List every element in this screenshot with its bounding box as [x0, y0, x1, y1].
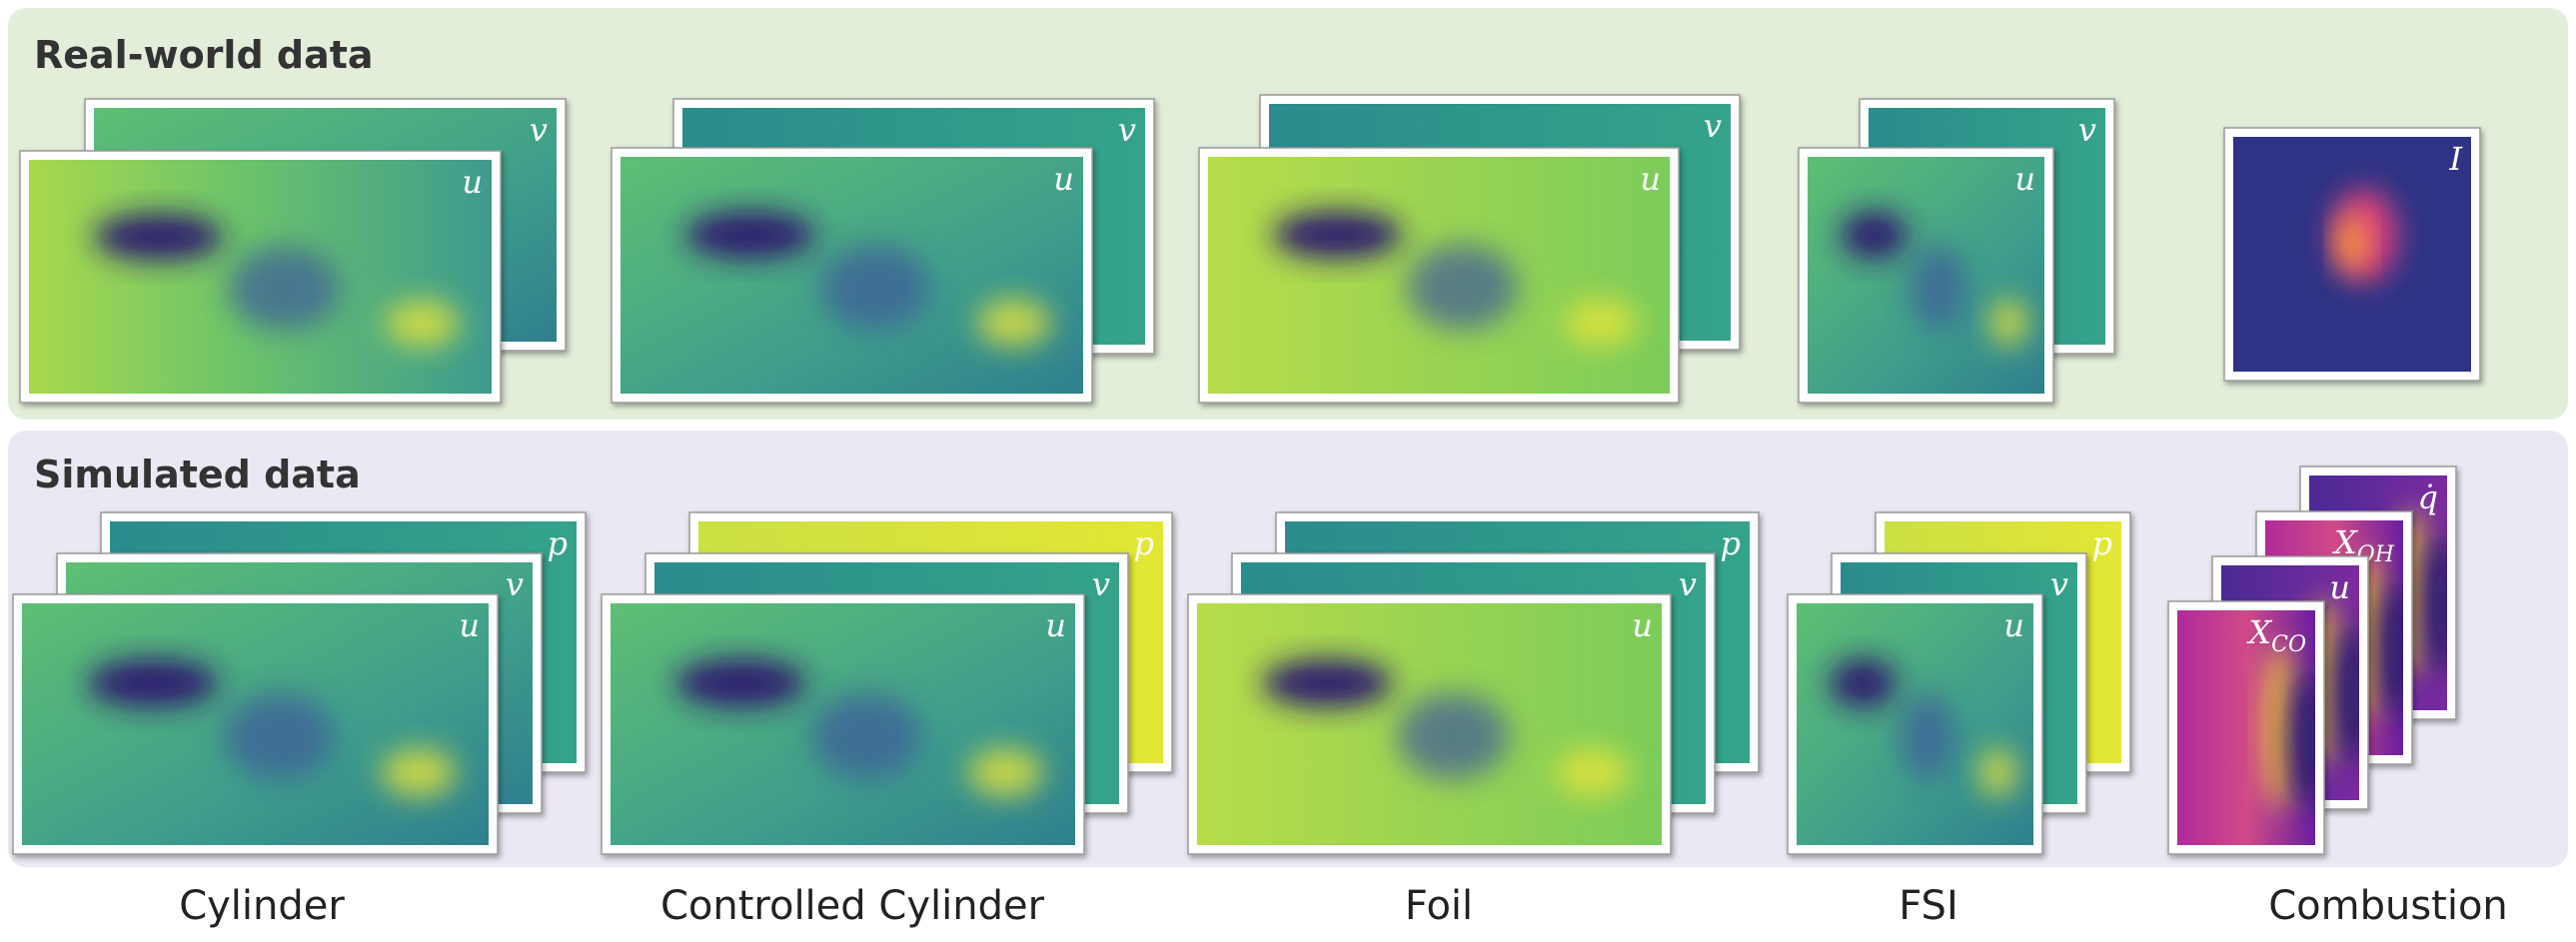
section-title: Simulated data [34, 453, 361, 496]
field-label: v [2078, 111, 2096, 149]
field-label: p [1134, 524, 1154, 562]
case-stack: vu [1798, 98, 2115, 404]
field-label: p [2092, 524, 2112, 562]
field-image [2177, 610, 2315, 845]
field-image [1808, 157, 2044, 394]
field-label: u [1053, 160, 1074, 198]
field-frame: u [1787, 593, 2043, 855]
field-label: q̇ [2418, 478, 2438, 516]
field-label: u [459, 606, 480, 644]
field-frame: u [611, 147, 1093, 404]
field-frame: XCO [2167, 600, 2325, 855]
field-frame: u [19, 150, 502, 404]
section-title: Real-world data [34, 33, 374, 77]
field-label: XOH [2331, 523, 2395, 567]
column-label: FSI [1899, 883, 1958, 929]
field-label: u [1632, 606, 1653, 644]
field-label: p [548, 524, 568, 562]
column-label: Combustion [2268, 883, 2508, 929]
field-label: v [530, 111, 548, 149]
case-stack: vu [19, 98, 567, 404]
case-stack: I [2223, 127, 2481, 382]
field-label: I [2448, 140, 2463, 178]
field-image [2233, 137, 2471, 372]
field-image [1197, 603, 1662, 845]
field-label: p [1721, 524, 1741, 562]
column-label: Controlled Cylinder [660, 883, 1045, 929]
field-label: u [1045, 606, 1066, 644]
field-label: v [1092, 565, 1110, 603]
case-stack: vu [1198, 94, 1741, 404]
case-stack: vu [611, 98, 1155, 404]
field-label: v [1679, 565, 1697, 603]
field-frame: u [601, 593, 1085, 855]
field-frame: I [2223, 127, 2481, 382]
field-image [29, 160, 492, 394]
field-label-base: X [2331, 523, 2358, 561]
field-frame: u [1198, 147, 1680, 404]
field-image [611, 603, 1075, 845]
field-label: v [506, 565, 524, 603]
field-frame: u [1187, 593, 1672, 855]
case-stack: pvu [601, 511, 1173, 855]
field-label: u [462, 163, 483, 201]
field-label: XCO [2245, 613, 2306, 657]
column-label: Cylinder [179, 883, 345, 929]
field-image [1797, 603, 2033, 845]
field-frame: u [12, 593, 499, 855]
field-label-sub: CO [2271, 632, 2306, 657]
case-stack: pvu [1787, 511, 2131, 855]
field-label: u [2329, 568, 2350, 606]
field-label: v [1704, 107, 1722, 145]
field-image [621, 157, 1083, 394]
field-label: v [1118, 111, 1136, 149]
field-frame: u [1798, 147, 2054, 404]
field-label: u [2014, 160, 2035, 198]
field-image [22, 603, 489, 845]
field-image [1208, 157, 1670, 394]
field-label-base: X [2245, 613, 2272, 651]
field-label: v [2050, 565, 2068, 603]
case-stack: pvu [1187, 511, 1760, 855]
field-label: u [2003, 606, 2024, 644]
column-label: Foil [1405, 883, 1473, 929]
case-stack: pvu [12, 511, 587, 855]
field-label: u [1640, 160, 1661, 198]
